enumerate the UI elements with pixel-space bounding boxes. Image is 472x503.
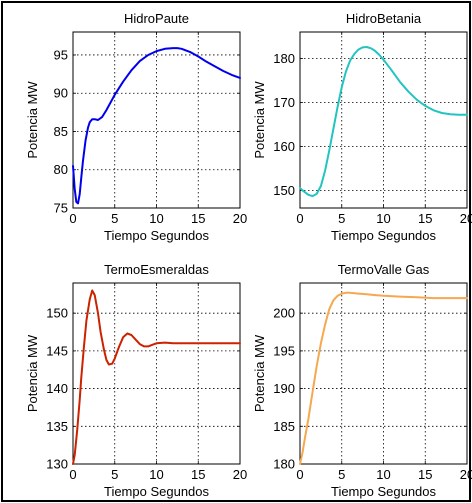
x-axis-label: Tiempo Segundos [331,484,437,499]
x-tick-label: 10 [149,467,163,482]
x-tick-label: 15 [191,211,205,226]
y-tick-label: 195 [273,343,295,358]
x-tick-label: 0 [69,211,76,226]
x-tick-label: 20 [233,211,247,226]
series-line-hidropaute [72,47,241,205]
y-tick-label: 90 [54,86,68,101]
y-tick-label: 75 [54,201,68,216]
x-tick-label: 20 [460,211,472,226]
chart-title: TermoEsmeraldas [104,262,209,277]
series-line-termovalle-gas [299,291,468,465]
x-tick-label: 0 [296,467,303,482]
x-tick-label: 5 [111,211,118,226]
x-axis-label: Tiempo Segundos [104,228,210,243]
x-tick-label: 10 [149,211,163,226]
y-axis-label: Potencia MW [25,81,40,159]
y-axis-label: Potencia MW [252,334,267,412]
y-tick-label: 200 [273,306,295,321]
chart-title: TermoValle Gas [338,262,430,277]
y-tick-label: 140 [46,381,68,396]
y-tick-label: 170 [273,95,295,110]
series-line-termoesmeraldas [72,289,241,465]
chart-title: HidroPaute [124,11,189,26]
y-tick-label: 150 [273,183,295,198]
y-axis-label: Potencia MW [252,81,267,159]
plot-area [72,282,241,465]
x-tick-label: 15 [418,467,432,482]
y-tick-label: 150 [46,306,68,321]
chart-hidrobetania: 0 5 10 15 20 150 160 170 180 HidroBetania Tiempo S… [252,11,472,243]
x-tick-label: 10 [376,211,390,226]
x-tick-label: 20 [460,467,472,482]
y-axis-label: Potencia MW [25,334,40,412]
y-tick-label: 85 [54,124,68,139]
chart-title: HidroBetania [346,11,422,26]
chart-termovalle-gas: 0 5 10 15 20 180 185 190 195 200 TermoValle Gas Tie… [252,262,472,499]
x-tick-label: 0 [69,467,76,482]
x-tick-label: 5 [111,467,118,482]
y-tick-label: 185 [273,419,295,434]
y-tick-label: 160 [273,139,295,154]
y-tick-label: 130 [46,457,68,472]
x-tick-label: 0 [296,211,303,226]
x-tick-label: 10 [376,467,390,482]
x-axis-label: Tiempo Segundos [331,228,437,243]
x-tick-label: 15 [191,467,205,482]
chart-termoesmeraldas: 0 5 10 15 20 130 135 140 145 150 TermoEsmeraldas Ti… [25,262,247,499]
x-tick-label: 5 [338,467,345,482]
y-tick-label: 180 [273,51,295,66]
chart-hidropaute: 0 5 10 15 20 75 80 85 90 95 HidroPaute Tiempo Segun… [25,11,247,243]
x-axis-label: Tiempo Segundos [104,484,210,499]
y-tick-label: 135 [46,419,68,434]
plot-area [299,282,468,465]
y-tick-label: 95 [54,47,68,62]
y-tick-label: 145 [46,343,68,358]
y-tick-label: 180 [273,457,295,472]
x-tick-label: 20 [233,467,247,482]
x-tick-label: 15 [418,211,432,226]
series-line-hidrobetania [299,46,468,198]
y-tick-label: 190 [273,381,295,396]
y-tick-label: 80 [54,162,68,177]
x-tick-label: 5 [338,211,345,226]
